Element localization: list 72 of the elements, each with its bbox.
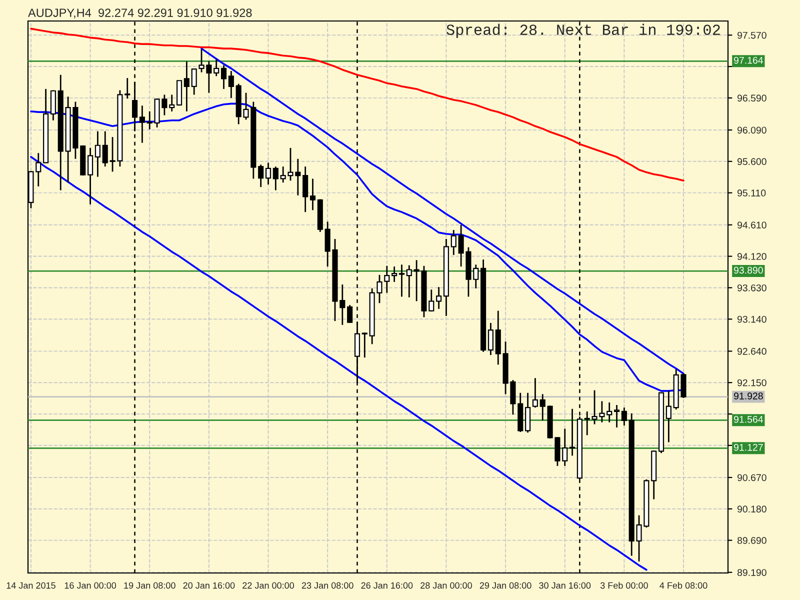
- candlestick: [214, 58, 220, 77]
- candlestick: [310, 178, 316, 211]
- candlestick: [362, 332, 368, 358]
- candlestick: [184, 60, 190, 112]
- ref-line-label: 91.928: [734, 392, 763, 400]
- y-tick-label: 92.150: [737, 379, 766, 386]
- y-tick-label: 95.600: [737, 158, 766, 166]
- candlestick: [258, 164, 264, 188]
- x-tick-label: 28 Jan 00:00: [420, 582, 472, 589]
- candlestick: [265, 162, 272, 186]
- candlestick: [621, 406, 627, 426]
- chart-title: AUDJPY,H4 92.274 92.291 91.910 91.928: [28, 8, 252, 18]
- candlestick: [488, 322, 494, 356]
- x-tick-label: 4 Feb 08:00: [660, 582, 708, 589]
- x-tick-label: 23 Jan 08:00: [302, 582, 354, 589]
- candlestick: [50, 90, 56, 122]
- candlestick: [614, 404, 620, 428]
- y-tick-label: 90.670: [737, 474, 766, 482]
- candlestick: [94, 130, 100, 178]
- candlestick: [562, 428, 568, 467]
- candlestick: [347, 304, 353, 324]
- candlestick: [450, 229, 456, 256]
- candlestick: [540, 393, 546, 422]
- y-tick-label: 93.630: [737, 284, 766, 292]
- y-tick-label: 89.190: [737, 569, 766, 576]
- candlestick: [228, 70, 234, 99]
- candlestick: [220, 64, 227, 90]
- line-series: [200, 48, 684, 375]
- y-tick-label: 90.180: [737, 506, 766, 513]
- candlestick: [406, 264, 412, 298]
- y-tick-label: 97.570: [737, 32, 766, 39]
- y-tick-label: 94.120: [737, 253, 766, 260]
- candlestick: [532, 377, 538, 408]
- candlestick: [570, 408, 576, 456]
- candlestick: [102, 130, 108, 168]
- candlestick: [473, 264, 479, 290]
- ref-line-label: 91.127: [734, 444, 763, 451]
- ref-line-label: 97.164: [734, 56, 764, 64]
- y-tick-label: 92.640: [737, 348, 766, 355]
- x-tick-label: 16 Jan 00:00: [64, 582, 116, 589]
- y-tick-label: 94.610: [737, 222, 766, 228]
- line-series: [30, 156, 648, 571]
- y-tick-label: 93.140: [737, 316, 766, 323]
- x-tick-label: 22 Jan 00:00: [242, 582, 294, 589]
- x-tick-label: 14 Jan 2015: [6, 582, 56, 589]
- annotation: Spread: 28. Next Bar in 199:02: [446, 24, 720, 38]
- candlestick: [272, 166, 278, 191]
- candlestick: [88, 147, 94, 206]
- y-tick-label: 96.090: [737, 126, 766, 134]
- ref-line-label: 93.890: [734, 266, 763, 274]
- candlestick: [606, 402, 612, 424]
- x-tick-label: 20 Jan 16:00: [183, 582, 235, 589]
- x-tick-label: 26 Jan 16:00: [361, 582, 413, 589]
- x-tick-label: 19 Jan 08:00: [124, 582, 176, 589]
- candlestick: [169, 94, 175, 112]
- y-tick-label: 89.690: [737, 537, 766, 544]
- candlestick: [124, 77, 130, 100]
- candlestick: [495, 310, 501, 366]
- ref-line-label: 91.564: [734, 416, 764, 423]
- candlestick: [392, 266, 398, 283]
- candlestick: [436, 286, 442, 310]
- candlestick: [398, 264, 405, 298]
- y-tick-label: 96.590: [737, 94, 766, 102]
- y-tick-label: 95.110: [737, 190, 766, 196]
- candlestick: [525, 392, 531, 434]
- candlestick: [666, 390, 672, 443]
- x-tick-label: 30 Jan 16:00: [539, 582, 591, 589]
- x-tick-label: 3 Feb 00:00: [600, 582, 648, 589]
- candlestick: [302, 166, 308, 213]
- candlestick: [139, 104, 145, 144]
- candlestick: [36, 152, 42, 188]
- x-tick-label: 29 Jan 08:00: [480, 582, 532, 589]
